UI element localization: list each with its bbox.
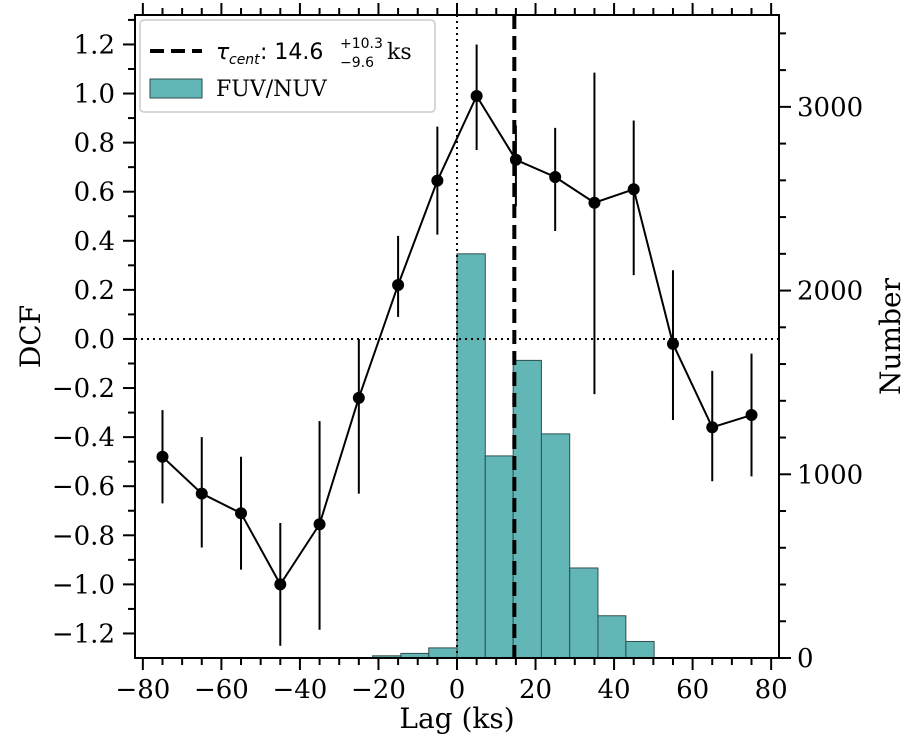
histogram-bar <box>569 567 599 659</box>
dcf-point <box>706 421 719 434</box>
dcf-point <box>470 89 483 102</box>
dcf-point <box>156 450 169 463</box>
histogram-bar <box>540 433 571 659</box>
legend-center-lag-symbol: τ <box>216 40 230 65</box>
legend: τ cent: 14.6 +10.3 −9.6 ks FUV/NUV <box>139 19 436 113</box>
x-tick-label: 60 <box>676 675 709 705</box>
dcf-point <box>392 278 405 291</box>
histogram-bar <box>597 615 627 659</box>
x-tick-label: 40 <box>598 675 631 705</box>
y-left-tick-label: −0.8 <box>52 521 115 551</box>
dcf-point <box>195 487 208 500</box>
y-left-tick-label: 0.0 <box>74 325 115 355</box>
x-tick-label: −80 <box>115 675 170 705</box>
dcf-point <box>352 391 365 404</box>
legend-center-lag-value: : 14.6 <box>260 40 323 65</box>
dcf-line <box>161 93 752 587</box>
x-tick-label: −20 <box>351 675 406 705</box>
y-left-tick-label: −1.2 <box>52 619 115 649</box>
dcf-point <box>627 183 640 196</box>
y-left-tick-label: −0.4 <box>52 423 115 453</box>
y-right-tick-label: 0 <box>797 644 814 674</box>
dcf-series <box>156 44 758 646</box>
y-left-tick-label: 1.2 <box>74 30 115 60</box>
y-left-tick-label: −0.6 <box>52 472 115 502</box>
histogram-bar <box>484 455 514 659</box>
x-tick-label: 80 <box>755 675 788 705</box>
histogram-bar <box>428 647 458 659</box>
dcf-point <box>313 518 326 531</box>
dcf-point <box>274 578 287 591</box>
histogram-layer <box>372 253 655 659</box>
y-right-tick-label: 2000 <box>797 277 863 307</box>
y-left-tick-label: −1.0 <box>52 570 115 600</box>
histogram-bar <box>512 359 542 659</box>
y-left-tick-label: 0.4 <box>74 227 115 257</box>
reference-lines <box>135 15 779 658</box>
y-axis-right-title: Number <box>874 277 907 395</box>
legend-box <box>139 19 436 113</box>
dcf-point <box>235 507 248 520</box>
dcf-point <box>666 337 679 350</box>
x-tick-label: −60 <box>194 675 249 705</box>
y-left-tick-label: 0.8 <box>74 129 115 159</box>
y-left-tick-label: 0.6 <box>74 178 115 208</box>
legend-center-lag-unit: ks <box>387 40 412 65</box>
dcf-point <box>549 170 562 183</box>
y-left-tick-label: 1.0 <box>74 80 115 110</box>
dcf-point <box>431 174 444 187</box>
dcf-point <box>588 196 601 209</box>
x-tick-label: 20 <box>519 675 552 705</box>
y-right-tick-label: 1000 <box>797 460 863 490</box>
dcf-point <box>745 409 758 422</box>
histogram-bar <box>456 253 486 659</box>
axes: −80 −60 −40 −20 0 20 40 60 80 1.2 1.0 0.8 0.6 0.4 0.2 0… <box>52 3 863 705</box>
y-left-tick-label: 0.2 <box>74 276 115 306</box>
x-tick-label: 0 <box>449 675 466 705</box>
legend-center-lag-subscript: cent <box>229 52 260 68</box>
histogram-bar <box>625 640 655 659</box>
y-right-tick-label: 3000 <box>797 93 863 123</box>
legend-histogram-swatch <box>149 78 203 99</box>
legend-histogram-label: FUV/NUV <box>216 77 328 102</box>
dcf-point <box>509 153 522 166</box>
y-axis-left-title: DCF <box>14 305 47 368</box>
legend-center-lag-upper-err: +10.3 <box>340 36 383 52</box>
x-axis-title: Lag (ks) <box>399 702 514 735</box>
y-left-tick-label: −0.2 <box>52 374 115 404</box>
x-tick-label: −40 <box>272 675 327 705</box>
legend-center-lag-lower-err: −9.6 <box>340 55 374 71</box>
